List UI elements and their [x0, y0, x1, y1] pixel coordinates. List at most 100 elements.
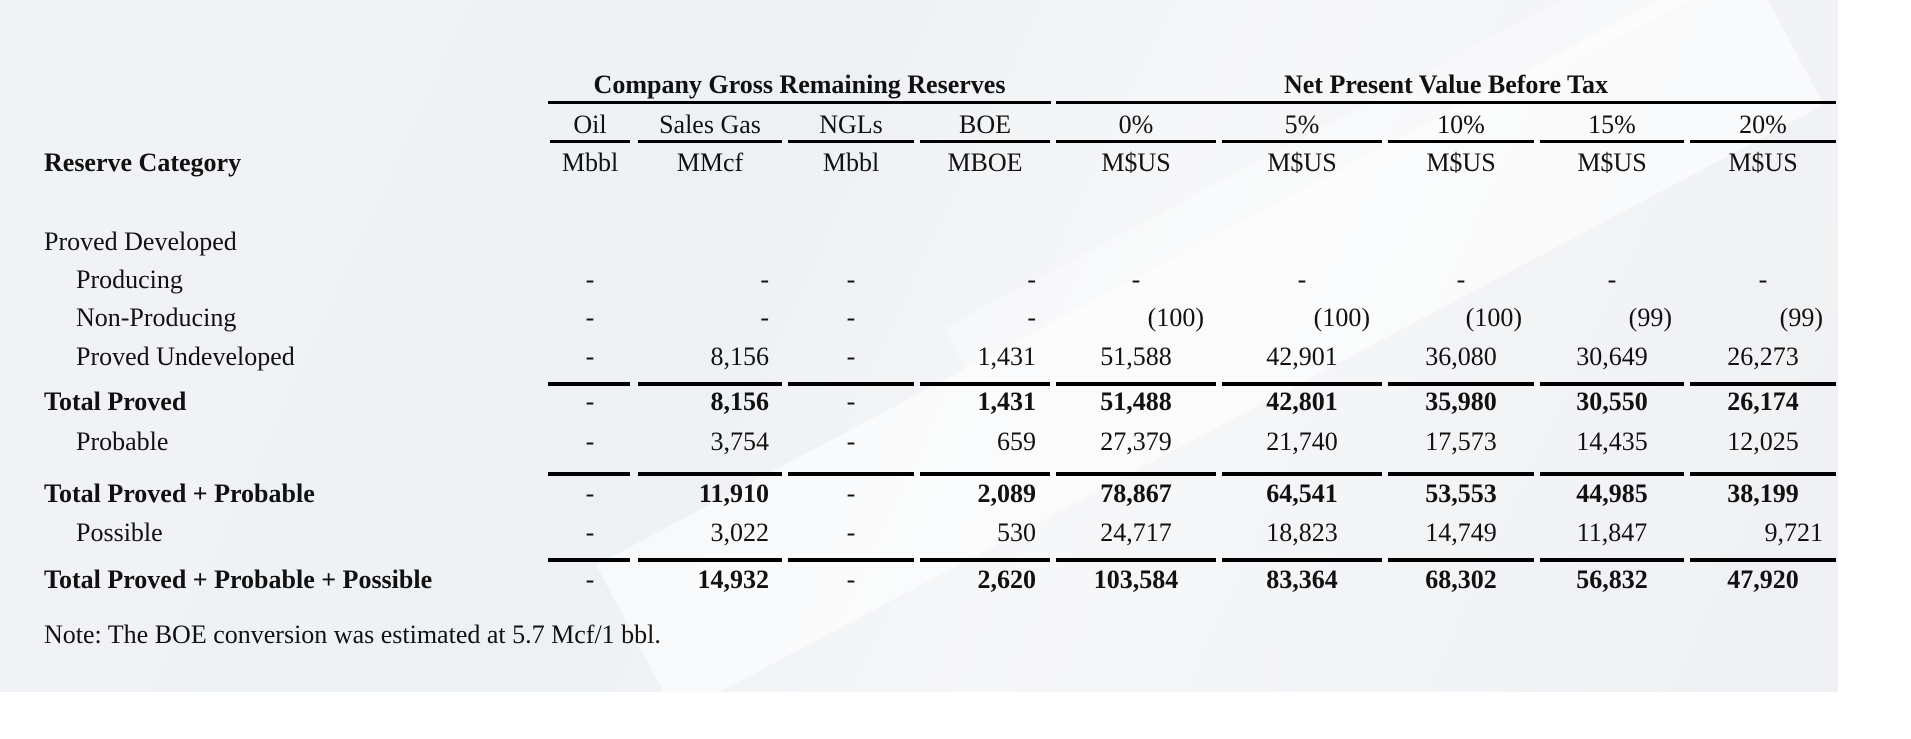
- row-label-producing: Producing: [76, 265, 183, 294]
- total-rule: [1388, 382, 1534, 386]
- table-cell: 42,901: [1266, 342, 1338, 371]
- table-cell: -: [1027, 265, 1036, 294]
- header-rule: [920, 140, 1050, 143]
- total-rule: [548, 382, 630, 386]
- column-header-npv-20: 20%: [1739, 110, 1787, 139]
- table-cell: 1,431: [977, 387, 1037, 416]
- column-unit-oil: Mbbl: [561, 148, 619, 177]
- table-cell: -: [585, 565, 595, 594]
- row-label-total-proved-probable: Total Proved + Probable: [44, 479, 315, 508]
- table-cell: (100): [1147, 303, 1204, 332]
- table-cell: 42,801: [1266, 387, 1338, 416]
- total-rule: [920, 472, 1050, 476]
- table-cell: 3,754: [710, 427, 770, 456]
- table-cell: 24,717: [1100, 518, 1172, 547]
- column-header-npv-15: 15%: [1588, 110, 1636, 139]
- table-cell: 68,302: [1425, 565, 1497, 594]
- table-cell: -: [585, 265, 595, 294]
- column-header-ngls: NGLs: [819, 110, 883, 139]
- total-rule: [788, 382, 914, 386]
- column-unit-ngls: Mbbl: [822, 148, 880, 177]
- table-cell: 27,379: [1100, 427, 1172, 456]
- column-unit-boe: MBOE: [947, 148, 1023, 177]
- table-cell: (100): [1313, 303, 1370, 332]
- table-cell: -: [1758, 265, 1768, 294]
- table-cell: 103,584: [1093, 565, 1179, 594]
- table-cell: 30,550: [1576, 387, 1648, 416]
- total-rule: [788, 558, 914, 562]
- table-cell: 8,156: [710, 342, 770, 371]
- total-rule: [788, 472, 914, 476]
- table-cell: -: [1607, 265, 1617, 294]
- column-unit-npv-20: M$US: [1728, 148, 1798, 177]
- table-cell: 8,156: [710, 387, 770, 416]
- table-cell: 530: [997, 518, 1036, 547]
- column-unit-npv-15: M$US: [1577, 148, 1647, 177]
- column-unit-npv-5: M$US: [1267, 148, 1337, 177]
- table-cell: -: [585, 479, 595, 508]
- table-cell: (100): [1465, 303, 1522, 332]
- table-cell: -: [846, 479, 856, 508]
- total-rule: [638, 472, 782, 476]
- table-cell: -: [846, 565, 856, 594]
- group-header-npv: Net Present Value Before Tax: [1283, 70, 1609, 99]
- table-cell: 17,573: [1425, 427, 1497, 456]
- total-rule: [638, 382, 782, 386]
- row-label-possible: Possible: [76, 518, 163, 547]
- table-cell: 38,199: [1727, 479, 1799, 508]
- table-cell: -: [585, 342, 595, 371]
- total-rule: [920, 382, 1050, 386]
- total-rule: [1056, 472, 1216, 476]
- table-cell: -: [1456, 265, 1466, 294]
- table-cell: 1,431: [977, 342, 1037, 371]
- table-panel: [0, 0, 1838, 692]
- table-cell: -: [585, 303, 595, 332]
- row-label-non-producing: Non-Producing: [76, 303, 237, 332]
- header-rule: [788, 140, 914, 143]
- column-unit-npv-10: M$US: [1426, 148, 1496, 177]
- row-category-header: Reserve Category: [44, 148, 242, 177]
- table-cell: 659: [997, 427, 1036, 456]
- total-rule: [1056, 558, 1216, 562]
- table-cell: 30,649: [1576, 342, 1648, 371]
- table-cell: -: [846, 427, 856, 456]
- total-rule: [1056, 382, 1216, 386]
- column-header-npv-5: 5%: [1284, 110, 1320, 139]
- column-unit-sales-gas: MMcf: [676, 148, 744, 177]
- column-header-npv-0: 0%: [1118, 110, 1154, 139]
- total-rule: [920, 558, 1050, 562]
- table-cell: 3,022: [710, 518, 770, 547]
- row-label-proved-developed: Proved Developed: [44, 227, 237, 256]
- table-cell: 14,749: [1425, 518, 1497, 547]
- table-cell: 12,025: [1727, 427, 1799, 456]
- table-cell: -: [585, 427, 595, 456]
- table-cell: -: [846, 387, 856, 416]
- table-cell: -: [585, 387, 595, 416]
- table-cell: 51,588: [1100, 342, 1172, 371]
- total-rule: [1690, 558, 1836, 562]
- table-cell: -: [760, 265, 769, 294]
- column-header-boe: BOE: [959, 110, 1011, 139]
- table-cell: 11,847: [1576, 518, 1648, 547]
- header-rule: [1222, 140, 1382, 143]
- total-rule: [1222, 382, 1382, 386]
- total-rule: [1540, 382, 1684, 386]
- table-cell: 47,920: [1727, 565, 1799, 594]
- row-label-probable: Probable: [76, 427, 169, 456]
- total-rule: [548, 472, 630, 476]
- table-cell: 2,620: [977, 565, 1037, 594]
- table-cell: 83,364: [1266, 565, 1338, 594]
- total-rule: [1690, 382, 1836, 386]
- table-cell: 26,174: [1727, 387, 1799, 416]
- table-cell: -: [846, 342, 856, 371]
- table-cell: 35,980: [1425, 387, 1497, 416]
- header-rule: [1056, 101, 1836, 104]
- total-rule: [1540, 558, 1684, 562]
- table-cell: 21,740: [1266, 427, 1338, 456]
- table-cell: -: [760, 303, 769, 332]
- total-rule: [1222, 472, 1382, 476]
- column-header-sales-gas: Sales Gas: [659, 110, 761, 139]
- table-cell: -: [1297, 265, 1307, 294]
- column-unit-npv-0: M$US: [1101, 148, 1171, 177]
- table-cell: -: [846, 303, 856, 332]
